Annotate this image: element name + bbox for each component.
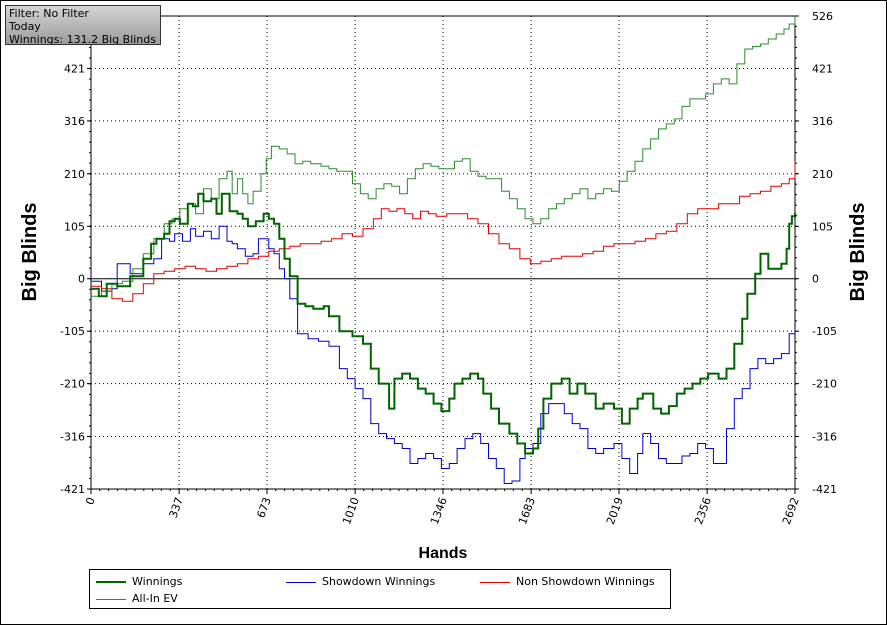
legend-item-winnings: Winnings xyxy=(96,575,182,589)
legend-label-all-in-ev: All-In EV xyxy=(132,592,178,605)
winnings-label: Winnings: 131.2 Big Blinds xyxy=(9,33,156,45)
legend-swatch-showdown xyxy=(286,581,316,583)
y-tick-label-right: -210 xyxy=(812,378,837,391)
x-tick-label: 0 xyxy=(83,496,98,507)
y-tick-label-left: 210 xyxy=(64,168,85,181)
x-axis-title: Hands xyxy=(419,545,468,562)
y-tick-label-right: 526 xyxy=(812,10,833,23)
legend-swatch-all-in-ev xyxy=(96,598,126,600)
info-box: Filter: No Filter Today Winnings: 131.2 … xyxy=(5,5,161,45)
x-tick-label: 2019 xyxy=(604,496,626,527)
y-tick-label-right: 316 xyxy=(812,115,833,128)
x-tick-label: 673 xyxy=(254,496,273,520)
legend-swatch-non-showdown xyxy=(480,581,510,583)
x-tick-label: 2356 xyxy=(692,496,714,527)
y-tick-label-left: -105 xyxy=(60,325,85,338)
series-line-showdown-winnings xyxy=(91,225,796,484)
y-tick-label-left: 0 xyxy=(78,273,85,286)
y-tick-label-right: -105 xyxy=(812,325,837,338)
y-tick-label-right: 210 xyxy=(812,168,833,181)
legend-item-non-showdown: Non Showdown Winnings xyxy=(480,575,655,589)
x-tick-label: 1683 xyxy=(516,496,538,527)
legend-item-showdown: Showdown Winnings xyxy=(286,575,435,589)
x-tick-label: 1010 xyxy=(340,496,362,527)
y-axis-title-left: Big Blinds xyxy=(19,203,41,302)
x-tick-label: 1346 xyxy=(428,496,450,527)
legend-label-winnings: Winnings xyxy=(132,575,183,588)
period-label: Today xyxy=(9,20,41,33)
y-tick-label-left: -210 xyxy=(60,378,85,391)
y-tick-label-right: -316 xyxy=(812,431,837,444)
series-line-winnings xyxy=(91,192,796,455)
y-tick-label-left: 421 xyxy=(64,62,85,75)
grid-lines xyxy=(91,16,795,489)
filter-label: Filter: No Filter xyxy=(9,7,89,20)
legend-label-showdown: Showdown Winnings xyxy=(322,575,436,588)
y-tick-label-right: 0 xyxy=(812,273,819,286)
y-axis-title-right: Big Blinds xyxy=(847,203,869,302)
y-tick-label-right: 421 xyxy=(812,62,833,75)
x-tick-label: 2692 xyxy=(780,496,802,527)
y-tick-label-left: 105 xyxy=(64,220,85,233)
x-tick-label: 337 xyxy=(167,496,186,520)
legend: Winnings Showdown Winnings Non Showdown … xyxy=(89,569,671,609)
series-line-all-in-ev xyxy=(91,16,796,297)
series-line-non-showdown-winnings xyxy=(91,161,796,302)
legend-label-non-showdown: Non Showdown Winnings xyxy=(516,575,655,588)
series-lines xyxy=(91,16,796,484)
tick-labels: 0 337 673 1010 1346 1683 2019 2356 2692 -421 -421 -… xyxy=(60,10,837,526)
y-tick-label-left: -421 xyxy=(60,483,85,496)
legend-item-all-in-ev: All-In EV xyxy=(96,592,178,606)
y-tick-label-left: -316 xyxy=(60,431,85,444)
y-tick-label-right: 105 xyxy=(812,220,833,233)
y-tick-label-left: 316 xyxy=(64,115,85,128)
legend-swatch-winnings xyxy=(96,581,126,583)
y-tick-label-right: -421 xyxy=(812,483,837,496)
